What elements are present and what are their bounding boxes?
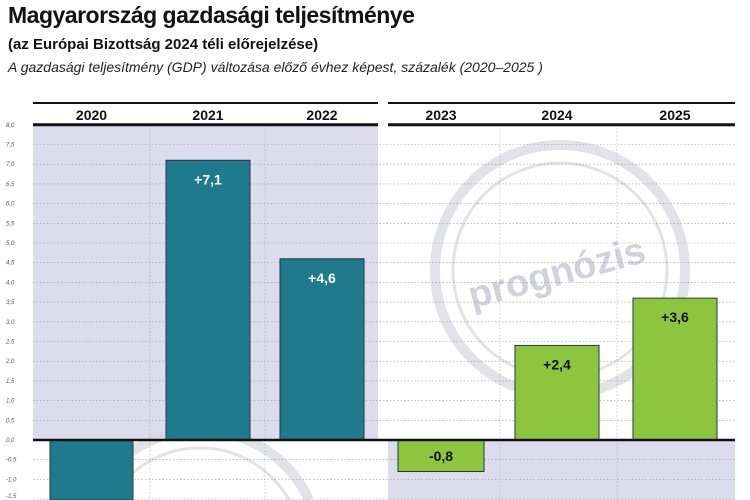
y-tick-label: 8,0 <box>6 123 15 129</box>
y-tick-label: -0,5 <box>6 458 17 464</box>
bar-2023 <box>397 439 485 473</box>
bar-2020 <box>49 439 134 500</box>
chart-subtitle: (az Európai Bizottság 2024 téli előrejel… <box>8 36 319 53</box>
y-tick-label: 7,5 <box>6 143 15 149</box>
x-category-label: 2023 <box>425 107 456 123</box>
bar-2024 <box>514 344 600 441</box>
chart-description: A gazdasági teljesítmény (GDP) változása… <box>8 59 543 75</box>
bar-2022 <box>279 258 365 441</box>
y-tick-label: 3,0 <box>6 320 15 326</box>
y-tick-label: 2,5 <box>5 340 15 346</box>
x-category-label: 2025 <box>659 107 690 123</box>
x-category-label: 2020 <box>76 107 107 123</box>
bar-2021 <box>165 159 251 441</box>
chart-title: Magyarország gazdasági teljesítménye <box>8 2 415 28</box>
y-tick-label: 4,0 <box>6 280 15 286</box>
data-label-2024: +2,4 <box>543 356 571 372</box>
y-tick-label: 5,5 <box>6 221 15 227</box>
y-tick-label: 4,5 <box>6 261 15 267</box>
y-tick-label: -1,0 <box>6 477 17 483</box>
y-tick-label: 3,5 <box>6 300 15 306</box>
y-tick-label: 2,0 <box>5 359 15 365</box>
y-tick-label: 0,5 <box>6 418 15 424</box>
y-tick-label: 7,0 <box>6 162 15 168</box>
x-category-label: 2021 <box>192 107 223 123</box>
y-tick-label: 5,0 <box>6 241 15 247</box>
x-category-label: 2024 <box>541 107 572 123</box>
data-label-2023: -0,8 <box>429 448 453 464</box>
y-tick-label: 0,0 <box>6 438 15 444</box>
stamp-lower-left-inner <box>109 446 291 500</box>
data-label-2022: +4,6 <box>308 270 336 286</box>
data-label-2021: +7,1 <box>194 171 222 187</box>
x-category-label: 2022 <box>306 107 337 123</box>
y-tick-label: 6,5 <box>6 182 15 188</box>
y-tick-label: 1,5 <box>6 379 15 385</box>
y-tick-label: -1,5 <box>6 494 17 500</box>
bar-2025 <box>632 297 718 441</box>
data-label-2025: +3,6 <box>661 309 689 325</box>
y-tick-label: 6,0 <box>6 202 15 208</box>
y-tick-label: 1,0 <box>6 399 15 405</box>
